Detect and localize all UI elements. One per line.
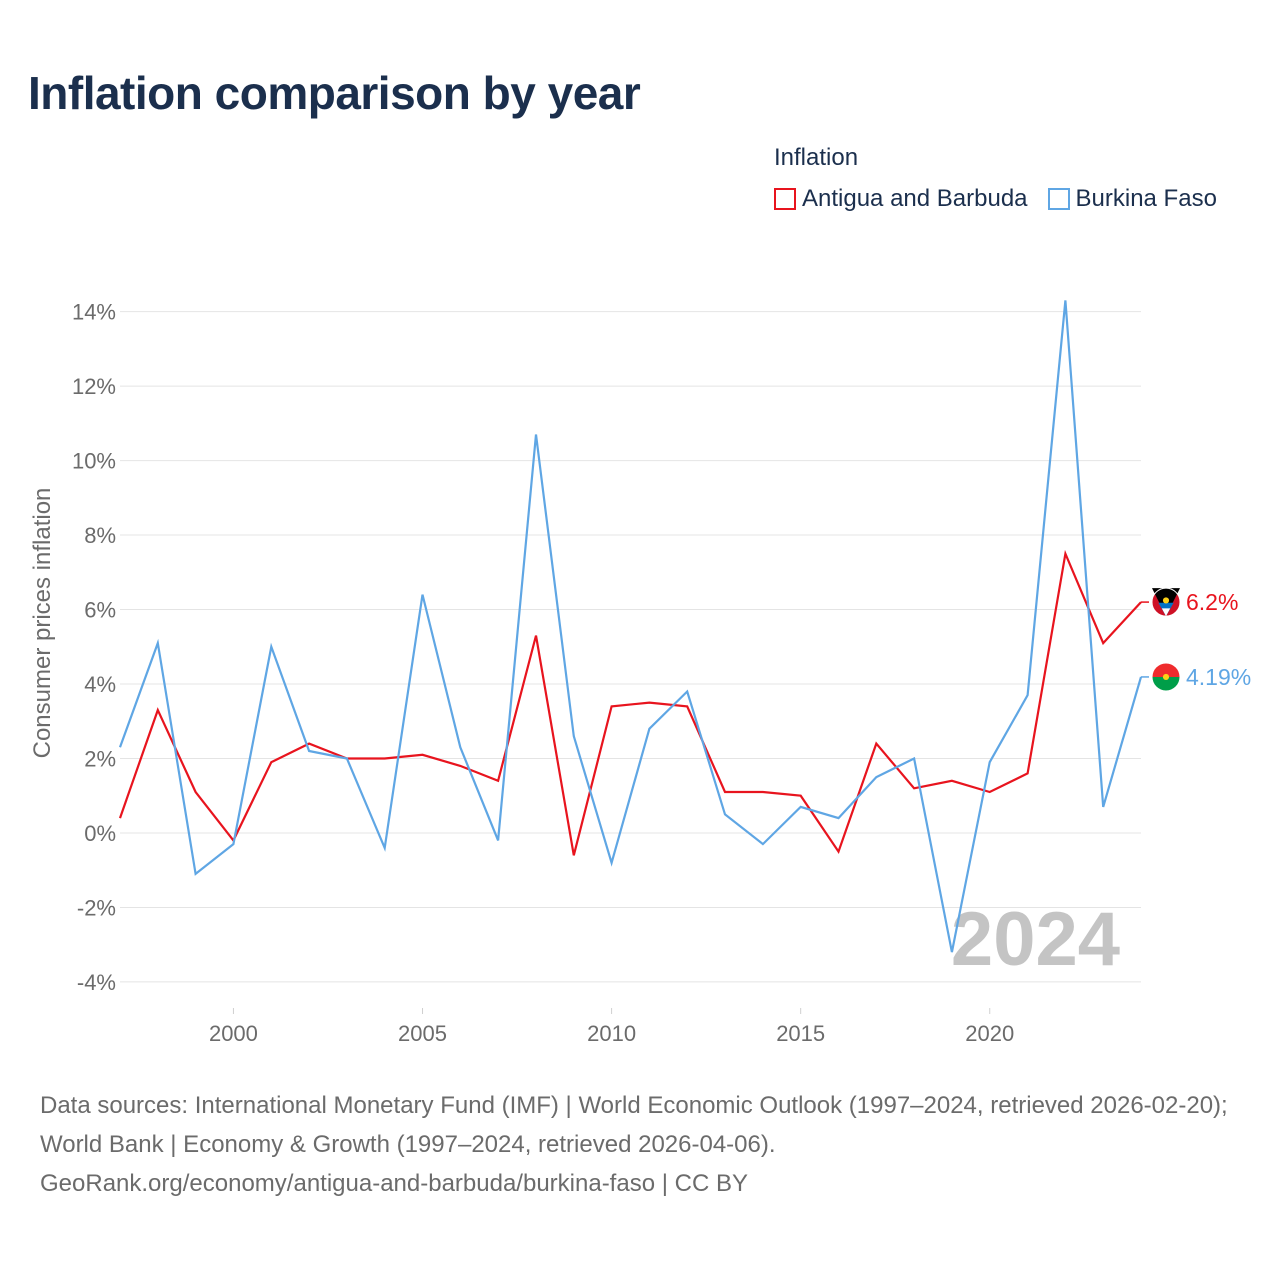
y-tick-label: 2% <box>84 746 116 771</box>
y-tick-label: 14% <box>72 300 116 325</box>
x-tick-label: 2020 <box>965 1021 1014 1046</box>
y-tick-label: -2% <box>77 895 116 920</box>
legend-swatch-antigua <box>774 188 796 210</box>
x-axis-ticks: 2000 2005 2010 2015 2020 <box>209 1008 1014 1046</box>
legend-swatch-burkina <box>1047 188 1070 210</box>
legend: Antigua and Barbuda Burkina Faso <box>774 185 1217 213</box>
y-tick-label: 10% <box>72 449 116 474</box>
y-tick-label: 8% <box>84 523 116 548</box>
line-chart: -4%-2%0%2%4%6%8%10%12%14% 2000 2005 2010 20… <box>29 300 1251 1046</box>
legend-item-burkina[interactable]: Burkina Faso <box>1047 185 1217 213</box>
chart-title: Inflation comparison by year <box>28 67 641 119</box>
y-tick-label: -4% <box>77 970 116 995</box>
series-lines <box>118 300 1143 953</box>
series-line-antigua[interactable] <box>118 549 1142 856</box>
series-line-burkina[interactable] <box>118 300 1143 953</box>
legend-label-burkina: Burkina Faso <box>1075 185 1217 212</box>
end-label-antigua: 6.2% <box>1186 589 1238 615</box>
x-tick-label: 2015 <box>776 1021 825 1046</box>
footer: Data sources: International Monetary Fun… <box>40 1086 1250 1203</box>
y-axis-ticks: -4% -2% 0% 2% 4% 6% 8% 10% 12% 14% <box>72 300 116 995</box>
y-tick-label: 12% <box>72 374 116 399</box>
year-watermark: 2024 <box>951 897 1120 982</box>
y-tick-label: 4% <box>84 672 116 697</box>
y-axis-label: Consumer prices inflation <box>29 488 56 759</box>
flag-antigua-and-barbuda-icon <box>1151 587 1181 617</box>
credit-link[interactable]: GeoRank.org/economy/antigua-and-barbuda/… <box>40 1170 748 1197</box>
data-sources: Data sources: International Monetary Fun… <box>40 1092 1228 1158</box>
legend-title: Inflation <box>774 144 859 171</box>
end-label-burkina: 4.19% <box>1186 664 1251 690</box>
end-markers: 6.2% 4.19% <box>1141 587 1251 692</box>
legend-item-antigua[interactable]: Antigua and Barbuda <box>774 185 1028 213</box>
y-tick-label: 0% <box>84 821 116 846</box>
x-tick-label: 2010 <box>587 1021 636 1046</box>
y-tick-label: 6% <box>84 598 116 623</box>
x-tick-label: 2005 <box>398 1021 447 1046</box>
legend-label-antigua: Antigua and Barbuda <box>802 185 1028 212</box>
x-tick-label: 2000 <box>209 1021 258 1046</box>
grid-lines <box>120 311 1141 983</box>
flag-burkina-faso-icon <box>1151 662 1181 692</box>
